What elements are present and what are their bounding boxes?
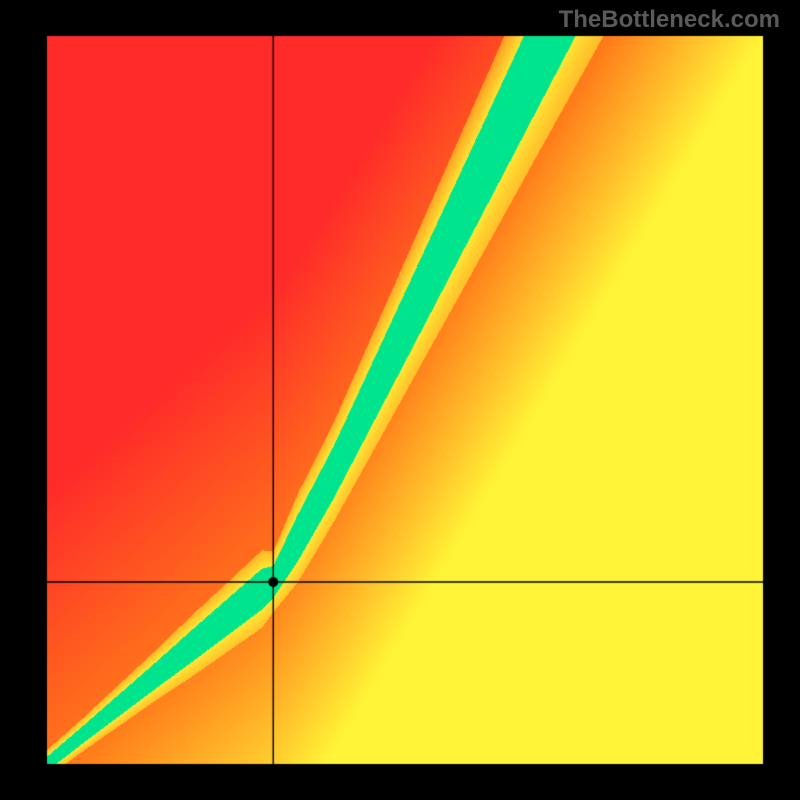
- chart-container: TheBottleneck.com: [0, 0, 800, 800]
- heatmap-canvas: [0, 0, 800, 800]
- watermark-text: TheBottleneck.com: [559, 6, 780, 34]
